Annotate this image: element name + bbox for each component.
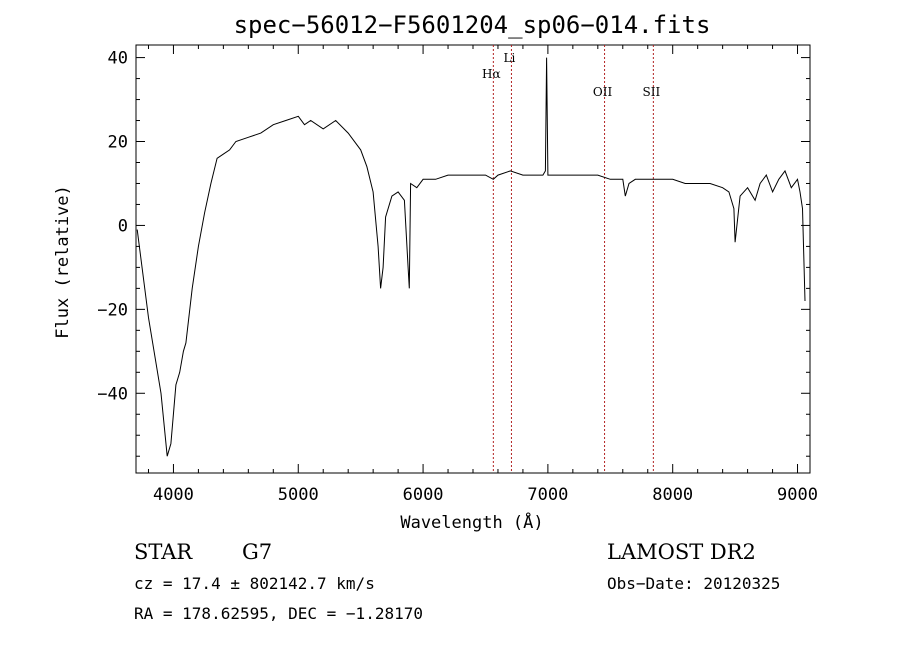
object-class: STAR <box>134 540 193 564</box>
y-tick-label: 40 <box>108 49 128 69</box>
x-tick-label: 7000 <box>527 485 568 505</box>
chart-title: spec−56012−F5601204_sp06−014.fits <box>234 11 711 39</box>
x-tick-label: 9000 <box>777 485 818 505</box>
coordinates: RA = 178.62595, DEC = −1.28170 <box>134 604 423 623</box>
plot-frame <box>135 44 811 474</box>
x-axis: 4000 5000 6000 7000 8000 9000 <box>147 45 818 505</box>
line-marker-label: Li <box>504 51 516 65</box>
line-marker-label: SII <box>643 85 661 99</box>
y-axis-label: Flux (relative) <box>53 185 73 339</box>
spectrum-line <box>136 57 806 457</box>
x-tick-label: 8000 <box>652 485 693 505</box>
line-marker-label: Hα <box>482 67 501 81</box>
x-tick-label: 4000 <box>153 485 194 505</box>
x-tick-label: 6000 <box>403 485 444 505</box>
line-marker-label: OII <box>593 85 613 99</box>
y-tick-label: 0 <box>118 216 128 236</box>
y-tick-label: −40 <box>97 384 128 404</box>
obs-date: Obs−Date: 20120325 <box>607 574 781 593</box>
x-axis-label: Wavelength (Å) <box>400 511 543 533</box>
y-tick-label: −20 <box>97 300 128 320</box>
survey-name: LAMOST DR2 <box>607 540 756 564</box>
x-tick-label: 5000 <box>278 485 319 505</box>
y-axis: 40 20 0 −20 −40 <box>97 49 810 457</box>
y-tick-label: 20 <box>108 133 128 153</box>
object-subclass: G7 <box>242 540 273 564</box>
redshift-readout: cz = 17.4 ± 802142.7 km/s <box>134 574 375 593</box>
